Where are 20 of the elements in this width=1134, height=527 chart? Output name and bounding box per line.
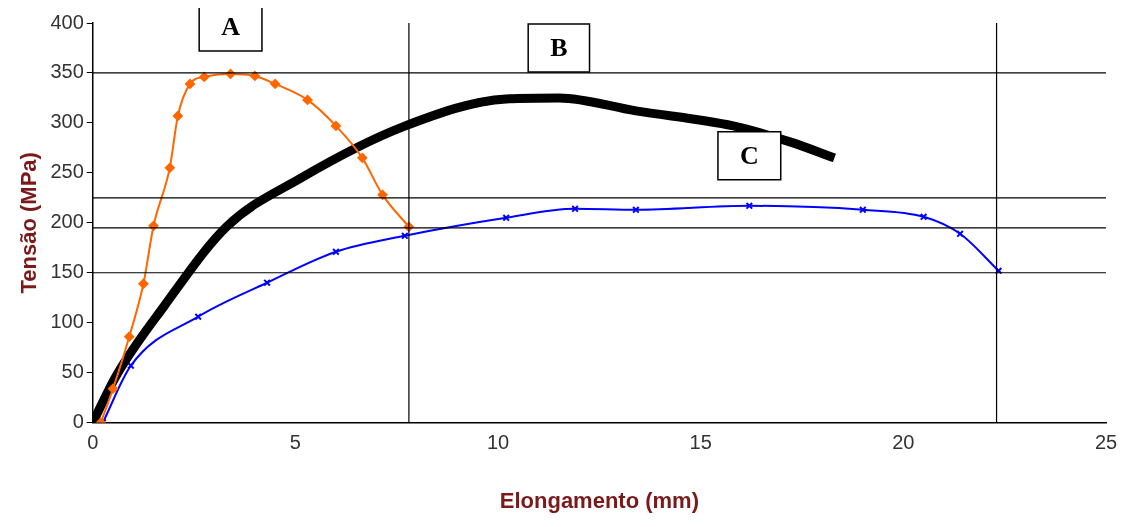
x-axis-title: Elongamento (mm): [499, 487, 699, 513]
x-tick-label: 20: [892, 431, 915, 454]
y-axis-title: Tensão (MPa): [16, 152, 42, 294]
y-tick-label: 300: [50, 110, 84, 133]
annotation: A: [221, 11, 241, 41]
x-tick-label: 5: [289, 431, 301, 454]
y-tick-label: 100: [50, 310, 84, 333]
y-tick-label: 200: [50, 210, 84, 233]
x-tick-label: 10: [486, 431, 510, 454]
y-tick-label: 350: [50, 60, 84, 83]
y-tick-label: 250: [50, 160, 84, 183]
y-tick-label: 150: [50, 260, 84, 283]
y-tick-label: 0: [72, 410, 84, 433]
x-tick-label: 15: [689, 431, 712, 454]
annotation: B: [550, 32, 568, 62]
x-tick-label: 0: [87, 431, 99, 454]
x-tick-label: 25: [1094, 431, 1118, 454]
y-tick-label: 400: [50, 10, 84, 33]
y-tick-label: 50: [61, 360, 84, 383]
annotation: C: [739, 140, 759, 170]
